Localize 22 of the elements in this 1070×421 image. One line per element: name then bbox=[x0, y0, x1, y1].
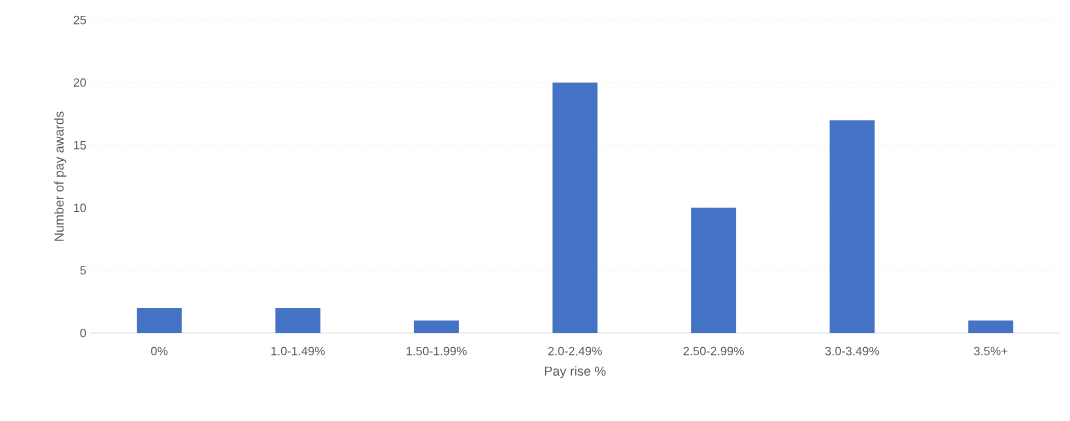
x-axis-title: Pay rise % bbox=[545, 366, 606, 379]
y-axis-title: Number of pay awards bbox=[54, 111, 67, 241]
bar bbox=[968, 320, 1014, 333]
y-tick-label: 20 bbox=[73, 78, 87, 87]
bar bbox=[275, 307, 321, 333]
bar bbox=[136, 307, 182, 333]
x-tick-label: 1.0-1.49% bbox=[271, 346, 325, 356]
x-tick-label: 3.0-3.49% bbox=[825, 346, 880, 356]
y-tick-label: 0 bbox=[80, 328, 87, 338]
x-tick-label: 3.5%+ bbox=[974, 346, 1008, 356]
x-tick-label: 1.50-1.99% bbox=[406, 346, 467, 356]
x-tick-label: 0% bbox=[151, 346, 168, 356]
y-tick-label: 25 bbox=[73, 15, 86, 25]
x-tick-label: 2.0-2.49% bbox=[548, 346, 602, 356]
y-tick-label: 15 bbox=[74, 141, 86, 150]
bar bbox=[552, 82, 598, 333]
bar bbox=[413, 320, 459, 333]
bar bbox=[691, 207, 737, 333]
y-tick-label: 5 bbox=[80, 266, 86, 275]
y-tick-label: 10 bbox=[74, 203, 87, 213]
bar bbox=[829, 120, 875, 333]
x-tick-label: 2.50-2.99% bbox=[683, 346, 744, 356]
